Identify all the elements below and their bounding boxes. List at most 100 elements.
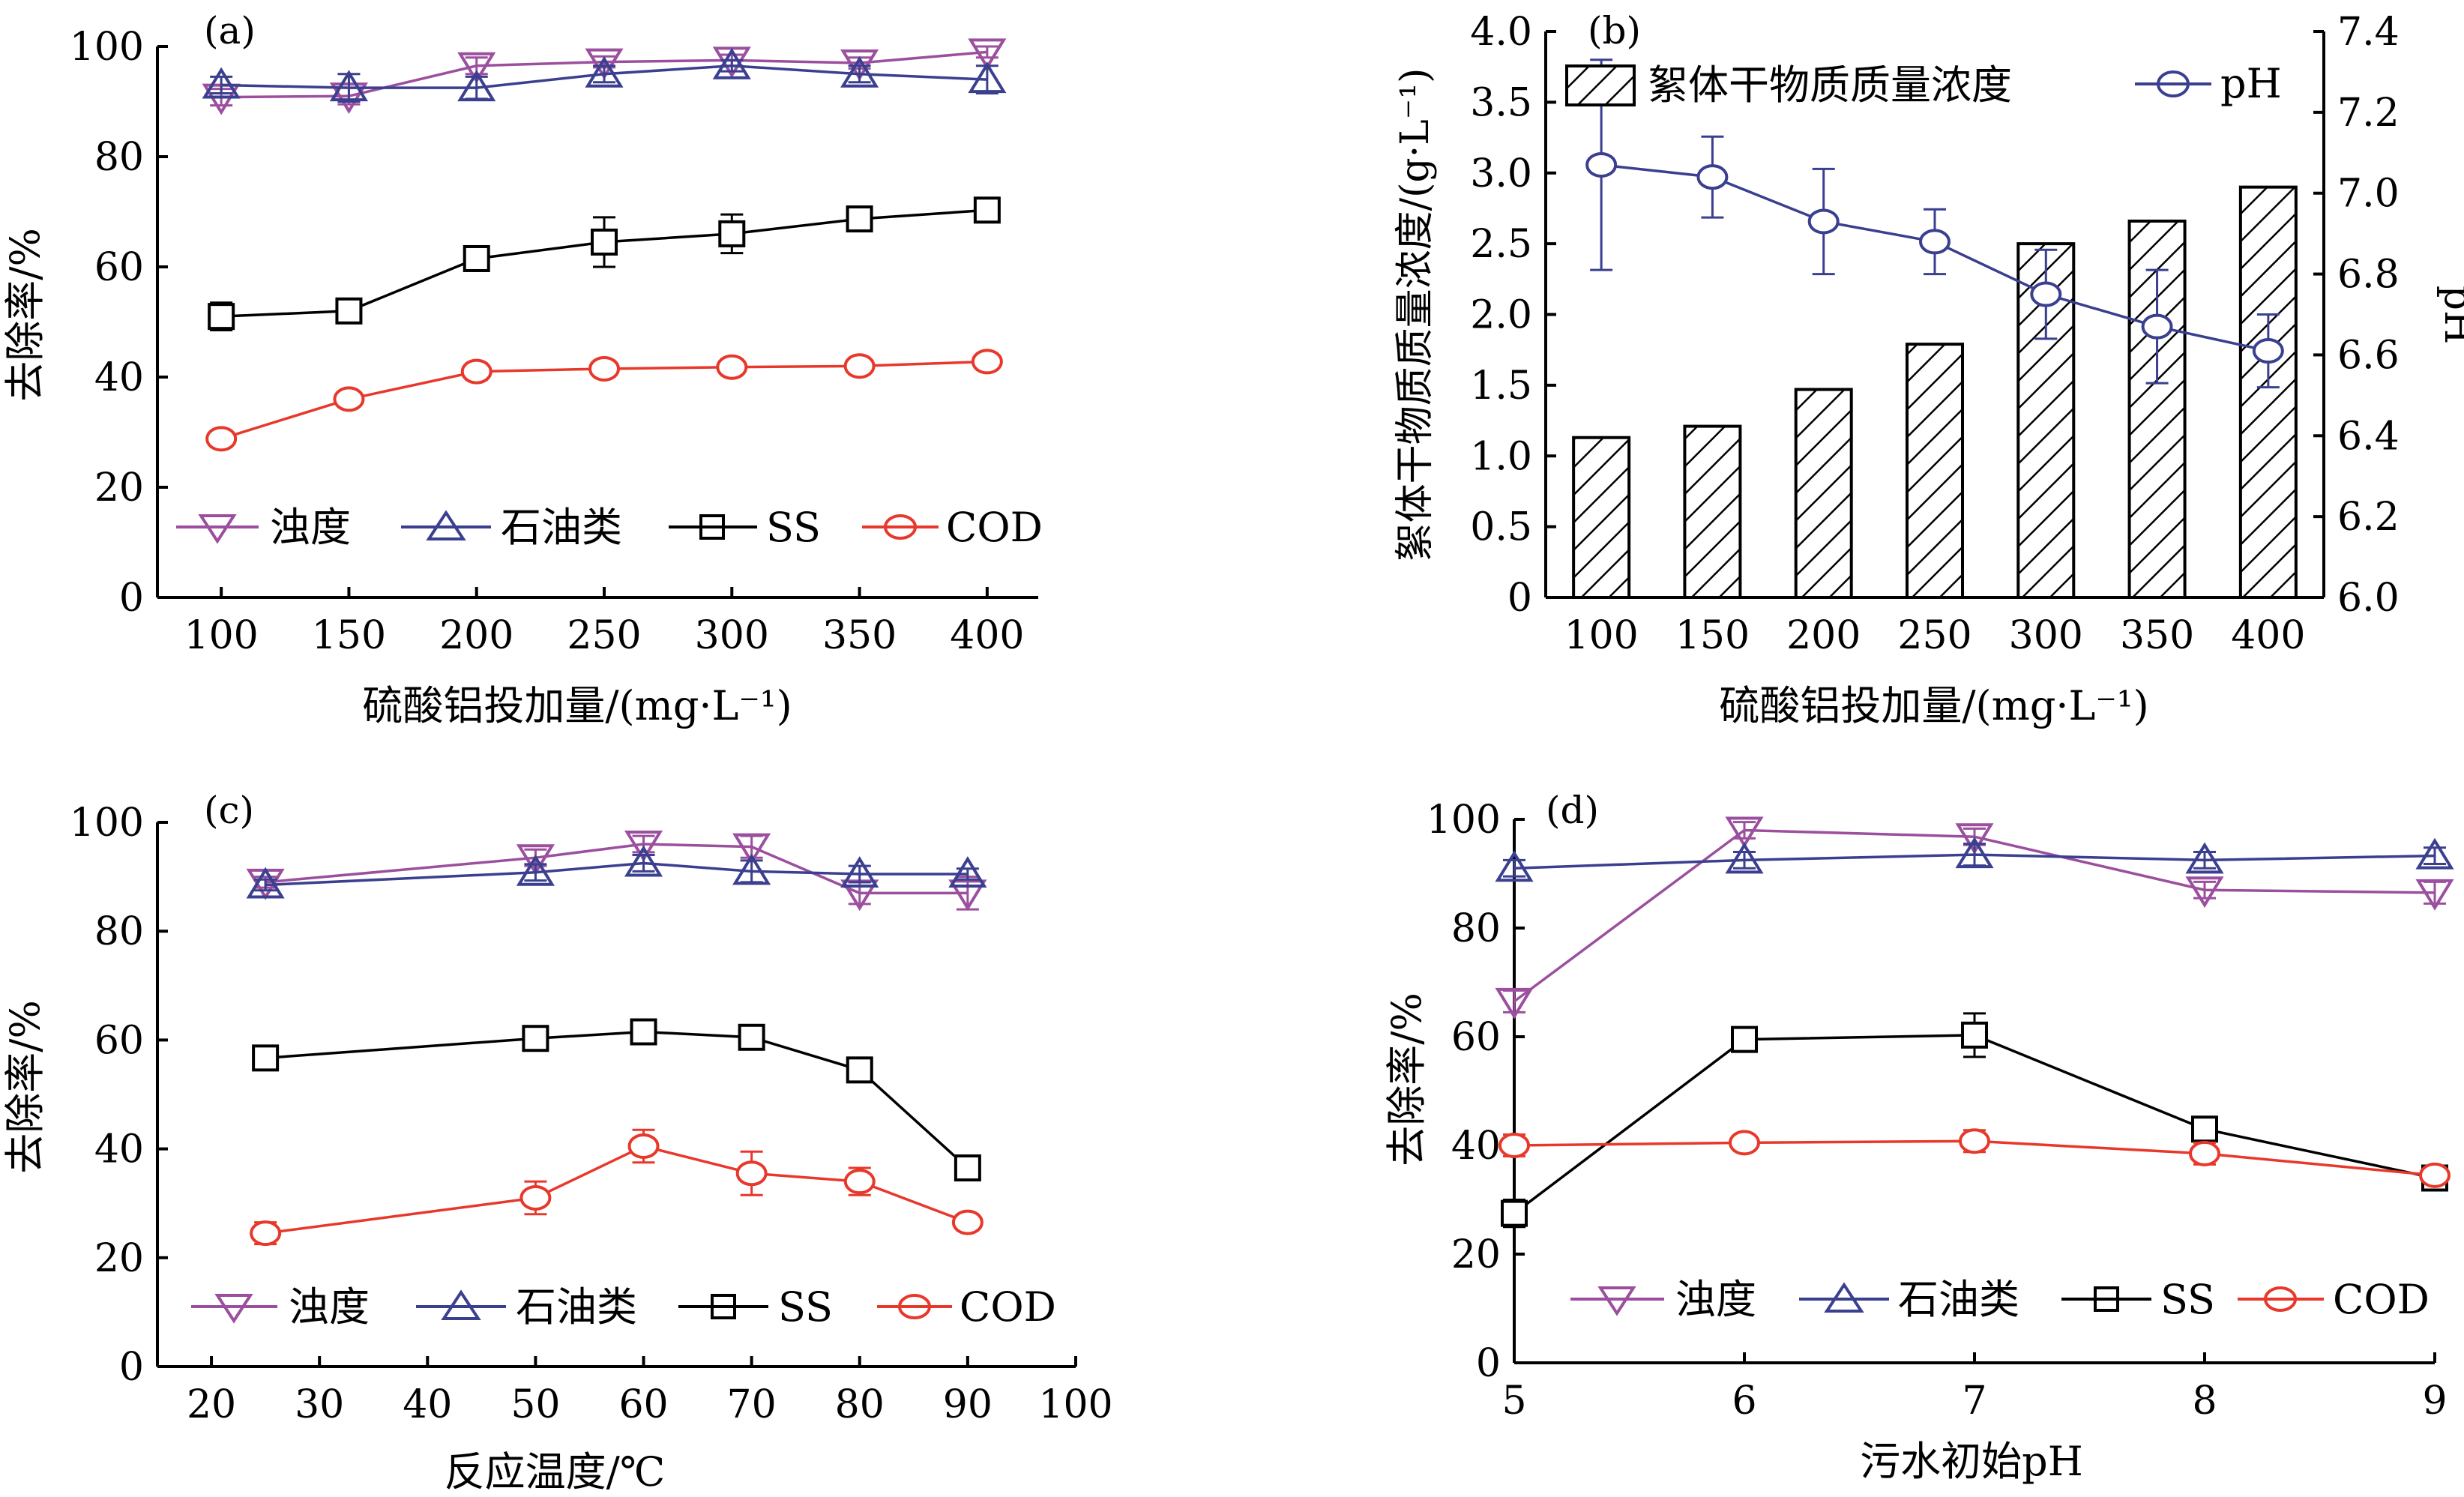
data-point bbox=[624, 845, 663, 877]
panel-b-xlabel: 硫酸铝投加量/(mg·L⁻¹) bbox=[1719, 682, 2148, 729]
panel-c-legend: 浊度 石油类 SS COD bbox=[191, 1283, 1056, 1331]
data-point bbox=[630, 1018, 657, 1046]
data-point bbox=[948, 856, 987, 888]
data-point bbox=[463, 244, 490, 272]
x-tick-label: 60 bbox=[618, 1382, 668, 1427]
data-point bbox=[585, 48, 624, 80]
x-tick-label: 250 bbox=[1897, 613, 1971, 658]
data-point bbox=[732, 833, 771, 865]
data-point bbox=[460, 358, 493, 385]
x-tick-label: 20 bbox=[187, 1382, 236, 1427]
data-point bbox=[1495, 987, 1534, 1019]
series-line bbox=[265, 1030, 969, 1169]
y-tick-label: 0 bbox=[1476, 1341, 1501, 1386]
x-tick-label: 400 bbox=[950, 613, 1024, 658]
panel-b-plot bbox=[1544, 31, 2325, 600]
data-point bbox=[2415, 879, 2454, 911]
x-tick-label: 50 bbox=[510, 1382, 560, 1427]
panel-c-plot bbox=[156, 822, 1076, 1368]
data-point bbox=[735, 1160, 768, 1187]
x-tick-label: 250 bbox=[567, 613, 641, 658]
y-tick-label: 60 bbox=[94, 1018, 144, 1063]
y2-tick-label: 6.4 bbox=[2337, 414, 2400, 459]
panel-a: (a) 去除率/% 硫酸铝投加量/(mg·L⁻¹) 0 20 40 60 80 100 10… bbox=[1, 9, 1043, 729]
y-tick-label: 20 bbox=[94, 466, 144, 510]
data-point bbox=[2189, 1140, 2220, 1166]
panel-d-plot bbox=[1495, 816, 2454, 1364]
y-tick-label: 1.5 bbox=[1470, 364, 1532, 409]
data-point bbox=[252, 1044, 280, 1072]
data-point bbox=[1731, 1025, 1758, 1053]
legend-entry-petroleum: 石油类 bbox=[401, 504, 622, 551]
data-point bbox=[1495, 850, 1534, 882]
y-tick-label: 40 bbox=[94, 1127, 144, 1172]
panel-b-y2label: pH bbox=[2436, 286, 2464, 345]
panel-b-ylabel: 絮体干物质质量浓度/(g·L⁻¹) bbox=[1393, 68, 1438, 562]
panel-c: (c) 去除率/% 反应温度/℃ 0 20 40 60 80 100 20 30 40 50 60 7… bbox=[1, 789, 1113, 1496]
y2-tick-label: 6.2 bbox=[2337, 495, 2400, 540]
data-point bbox=[843, 1169, 876, 1195]
bar bbox=[2016, 242, 2076, 599]
data-point bbox=[843, 353, 876, 379]
series-浊度 bbox=[246, 831, 987, 912]
legend-label-floc: 絮体干物质质量浓度 bbox=[1648, 61, 2012, 109]
panel-a-label: (a) bbox=[204, 9, 256, 52]
series-line bbox=[265, 843, 968, 895]
panel-d-ylabel: 去除率/% bbox=[1383, 993, 1430, 1166]
y-tick-label: 80 bbox=[94, 909, 144, 954]
y-tick-label: 100 bbox=[70, 801, 144, 846]
data-point bbox=[250, 1220, 282, 1247]
y-tick-label: 40 bbox=[94, 355, 144, 400]
y-tick-label: 20 bbox=[94, 1236, 144, 1281]
y2-tick-label: 6.8 bbox=[2337, 253, 2400, 298]
legend-label-cod: COD bbox=[960, 1283, 1056, 1331]
x-tick-label: 150 bbox=[1675, 613, 1750, 658]
legend-entry-cod: COD bbox=[862, 504, 1043, 551]
series-浊度 bbox=[1495, 816, 2454, 1019]
y2-tick-label: 7.2 bbox=[2337, 91, 2400, 136]
y-tick-label: 3.0 bbox=[1470, 151, 1532, 196]
panel-d-ticks: 0 20 40 60 80 100 5 6 7 8 9 bbox=[1427, 798, 2448, 1424]
series-SS bbox=[252, 1018, 981, 1182]
x-tick-label: 7 bbox=[1962, 1379, 1986, 1424]
y-tick-label: 2.5 bbox=[1470, 222, 1532, 267]
data-point bbox=[2419, 1162, 2451, 1188]
series-石油类 bbox=[246, 845, 987, 899]
legend-label-petroleum: 石油类 bbox=[516, 1283, 637, 1331]
data-point bbox=[205, 426, 238, 452]
bar bbox=[2238, 185, 2298, 599]
data-point bbox=[840, 55, 879, 88]
data-point bbox=[457, 52, 496, 84]
series-SS bbox=[208, 196, 1001, 332]
legend-label-ph: pH bbox=[2220, 60, 2282, 107]
legend-entry-ph: pH bbox=[2135, 60, 2282, 107]
data-point bbox=[1585, 151, 1618, 178]
data-point bbox=[968, 61, 1007, 94]
data-point bbox=[2191, 1115, 2218, 1143]
data-point bbox=[2141, 313, 2173, 340]
data-point bbox=[1807, 208, 1840, 235]
x-tick-label: 8 bbox=[2192, 1379, 2217, 1424]
data-point bbox=[1498, 1133, 1530, 1158]
data-point bbox=[627, 1133, 660, 1159]
data-point bbox=[585, 55, 624, 88]
data-point bbox=[208, 303, 235, 331]
series-COD bbox=[205, 349, 1003, 452]
panel-a-legend: 浊度 石油类 SS COD bbox=[176, 504, 1043, 551]
y-tick-label: 0 bbox=[1507, 576, 1532, 621]
series-line bbox=[1513, 1034, 2436, 1215]
data-point bbox=[333, 386, 365, 412]
data-point bbox=[329, 70, 369, 102]
y-tick-label: 80 bbox=[1451, 906, 1501, 951]
data-point bbox=[971, 349, 1003, 375]
legend-label-cod: COD bbox=[946, 504, 1043, 551]
series-line bbox=[265, 861, 968, 887]
data-point bbox=[202, 67, 241, 99]
y2-tick-label: 7.0 bbox=[2337, 172, 2400, 217]
data-point bbox=[246, 867, 285, 899]
data-point bbox=[1729, 1130, 1760, 1156]
y-tick-label: 0 bbox=[119, 576, 144, 621]
data-point bbox=[516, 844, 555, 876]
legend-label-cod: COD bbox=[2333, 1276, 2430, 1323]
